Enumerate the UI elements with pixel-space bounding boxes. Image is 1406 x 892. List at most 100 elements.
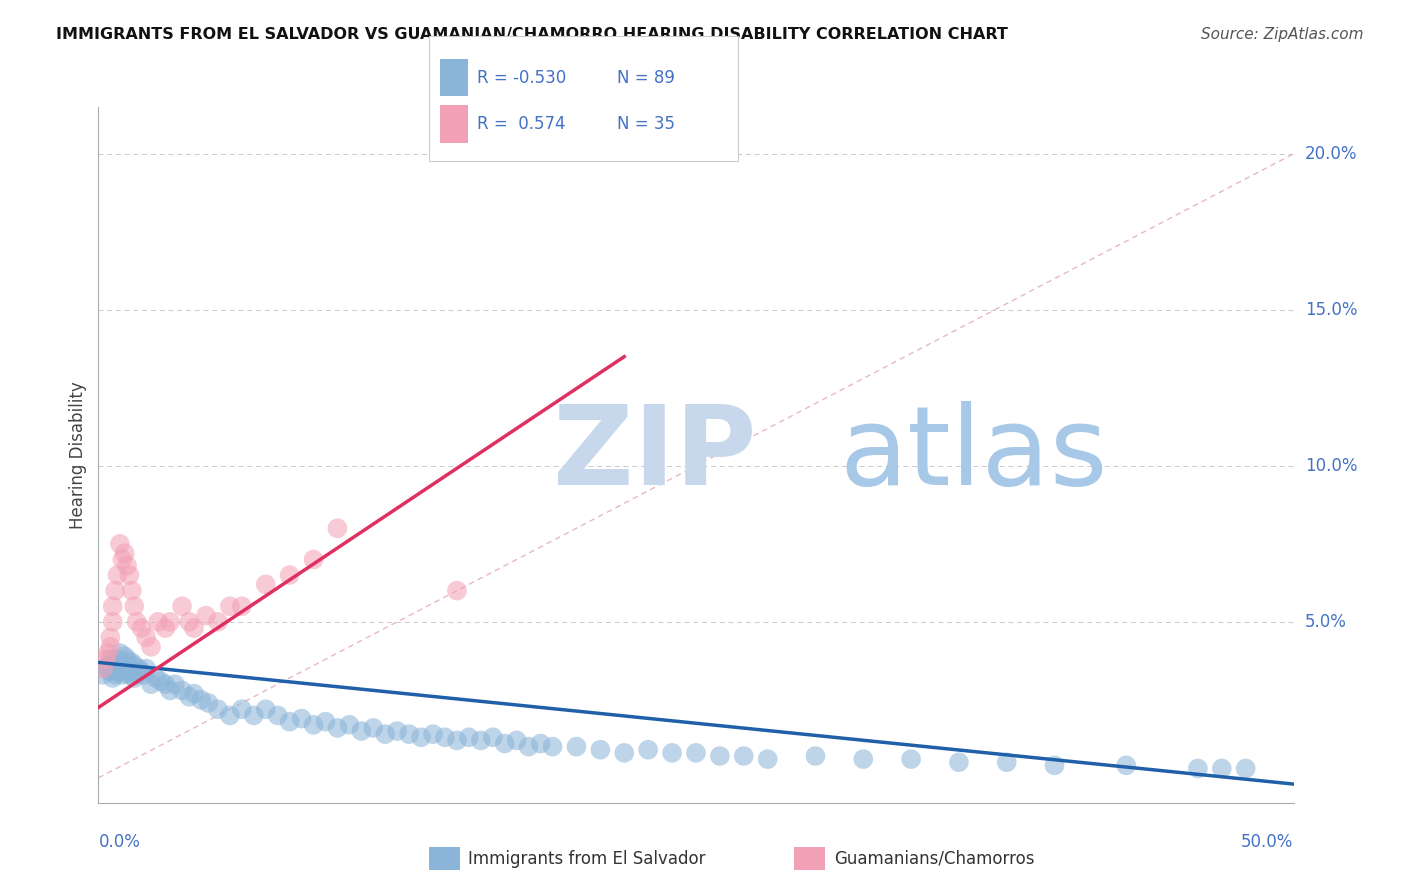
Point	[107, 665, 129, 679]
Point	[121, 583, 143, 598]
Point	[517, 739, 540, 754]
Point	[363, 721, 385, 735]
Point	[139, 640, 162, 654]
Point	[804, 749, 827, 764]
Text: Source: ZipAtlas.com: Source: ZipAtlas.com	[1201, 27, 1364, 42]
Point	[565, 739, 588, 754]
Text: R = -0.530: R = -0.530	[477, 69, 565, 87]
Point	[243, 708, 266, 723]
Point	[104, 583, 127, 598]
Point	[114, 662, 136, 676]
Point	[139, 677, 162, 691]
Point	[290, 712, 312, 726]
Point	[114, 546, 136, 560]
Point	[1043, 758, 1066, 772]
Point	[131, 621, 153, 635]
Point	[219, 708, 242, 723]
Point	[124, 658, 146, 673]
Text: ZIP: ZIP	[553, 401, 756, 508]
Point	[108, 537, 131, 551]
Point	[145, 671, 167, 685]
Point	[374, 727, 396, 741]
Text: 0.0%: 0.0%	[98, 833, 141, 851]
Point	[529, 737, 551, 751]
Point	[179, 615, 201, 629]
Text: atlas: atlas	[839, 401, 1108, 508]
Point	[97, 646, 120, 660]
Point	[108, 646, 131, 660]
Point	[207, 615, 229, 629]
Point	[541, 739, 564, 754]
Point	[1211, 762, 1233, 776]
Point	[104, 668, 127, 682]
Point	[101, 599, 124, 614]
Point	[613, 746, 636, 760]
Point	[589, 743, 612, 757]
Point	[183, 621, 205, 635]
Point	[852, 752, 875, 766]
Point	[385, 724, 409, 739]
Point	[433, 731, 456, 745]
Point	[108, 662, 131, 676]
Point	[1234, 762, 1257, 776]
Point	[101, 615, 124, 629]
Point	[97, 658, 120, 673]
Point	[446, 583, 468, 598]
Y-axis label: Hearing Disability: Hearing Disability	[69, 381, 87, 529]
Point	[149, 674, 172, 689]
Point	[411, 731, 433, 745]
Point	[91, 662, 114, 676]
Point	[446, 733, 468, 747]
Point	[118, 568, 141, 582]
Point	[756, 752, 779, 766]
Point	[197, 696, 219, 710]
Point	[326, 721, 349, 735]
Point	[194, 608, 217, 623]
Point	[661, 746, 683, 760]
Point	[121, 665, 143, 679]
Point	[98, 665, 122, 679]
Point	[159, 683, 181, 698]
Point	[131, 665, 153, 679]
Point	[91, 668, 114, 682]
Point	[685, 746, 707, 760]
Point	[231, 702, 253, 716]
Point	[118, 668, 141, 682]
Point	[148, 615, 170, 629]
Point	[207, 702, 229, 716]
Point	[254, 702, 277, 716]
Point	[98, 640, 122, 654]
Point	[104, 658, 127, 673]
Point	[494, 737, 516, 751]
Point	[128, 662, 150, 676]
Text: 50.0%: 50.0%	[1241, 833, 1294, 851]
Point	[637, 743, 659, 757]
Point	[302, 718, 325, 732]
Point	[254, 577, 277, 591]
Point	[337, 718, 360, 732]
Text: Guamanians/Chamorros: Guamanians/Chamorros	[834, 850, 1035, 868]
Point	[107, 652, 129, 666]
Point	[948, 756, 970, 770]
Point	[114, 649, 136, 664]
Point	[115, 558, 138, 573]
Point	[458, 731, 481, 745]
Point	[326, 521, 349, 535]
Point	[101, 656, 124, 670]
Text: 5.0%: 5.0%	[1305, 613, 1347, 631]
Point	[101, 671, 124, 685]
Point	[219, 599, 242, 614]
Point	[172, 683, 194, 698]
Text: 20.0%: 20.0%	[1305, 145, 1357, 163]
Point	[98, 652, 122, 666]
Point	[470, 733, 492, 747]
Point	[709, 749, 731, 764]
Text: N = 89: N = 89	[617, 69, 675, 87]
Point	[481, 731, 505, 745]
Text: 15.0%: 15.0%	[1305, 301, 1357, 318]
Point	[900, 752, 922, 766]
Point	[125, 615, 148, 629]
Point	[118, 658, 141, 673]
Point	[422, 727, 444, 741]
Point	[183, 687, 205, 701]
